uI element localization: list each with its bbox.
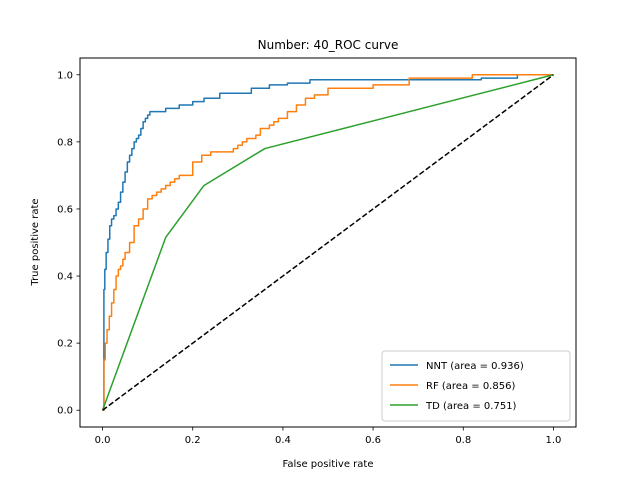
- series-line-1: [102, 74, 554, 411]
- series-line-0: [102, 74, 554, 411]
- y-tick-label: 0.0: [57, 406, 73, 417]
- x-tick-label: 0.8: [455, 435, 471, 446]
- y-axis-ticks: 0.0 0.2 0.4 0.6 0.8 1.0: [57, 70, 80, 417]
- y-tick-label: 0.6: [57, 204, 73, 215]
- y-axis-label: True positive rate: [30, 198, 41, 286]
- x-axis-label: False positive rate: [283, 459, 374, 470]
- legend: NNT (area = 0.936) RF (area = 0.856) TD (a…: [381, 350, 571, 422]
- y-tick-label: 0.2: [57, 339, 73, 350]
- x-tick-label: 0.4: [275, 435, 291, 446]
- plot-lines: [101, 74, 554, 411]
- legend-label: RF (area = 0.856): [426, 381, 515, 392]
- legend-label: NNT (area = 0.936): [426, 361, 524, 372]
- x-axis-ticks: 0.0 0.2 0.4 0.6 0.8 1.0: [95, 427, 562, 446]
- plot-frame: [79, 57, 577, 428]
- y-tick-label: 0.8: [57, 137, 73, 148]
- legend-box: [381, 350, 571, 422]
- x-tick-label: 0.6: [365, 435, 381, 446]
- x-tick-label: 0.0: [95, 435, 111, 446]
- y-tick-label: 0.4: [57, 272, 73, 283]
- series-line-2: [101, 74, 554, 411]
- x-tick-label: 1.0: [546, 435, 562, 446]
- legend-label: TD (area = 0.751): [425, 401, 517, 412]
- y-tick-label: 1.0: [57, 70, 73, 81]
- chance-diagonal-line: [102, 74, 554, 411]
- x-tick-label: 0.2: [185, 435, 201, 446]
- chart-title: Number: 40_ROC curve: [258, 38, 399, 52]
